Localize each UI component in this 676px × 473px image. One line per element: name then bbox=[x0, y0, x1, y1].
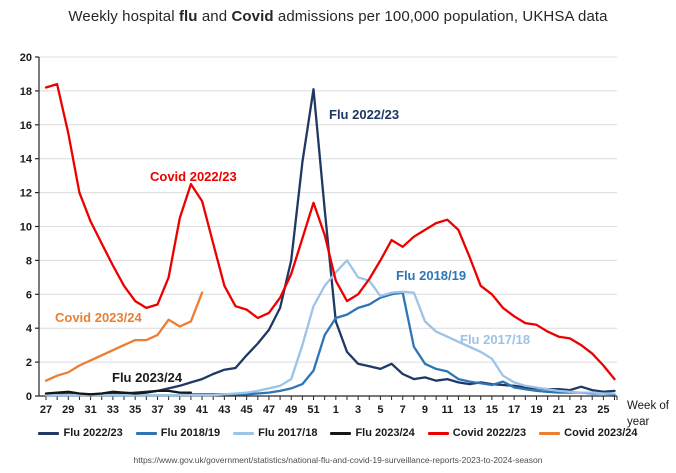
legend-label: Flu 2018/19 bbox=[160, 427, 221, 439]
annotation-covid-2022-23: Covid 2022/23 bbox=[150, 169, 237, 184]
x-axis-title-line2: year bbox=[627, 416, 650, 428]
x-axis-tick-label: 19 bbox=[530, 404, 542, 416]
legend-label: Flu 2017/18 bbox=[258, 427, 318, 439]
x-axis-tick-label: 43 bbox=[218, 404, 230, 416]
x-axis-tick-label: 5 bbox=[377, 404, 383, 416]
series-line-covid-2023-24 bbox=[44, 291, 204, 382]
annotation-flu-2023-24: Flu 2023/24 bbox=[112, 370, 183, 385]
legend-swatch-flu-2023-24 bbox=[330, 431, 352, 435]
x-axis-tick-label: 33 bbox=[107, 404, 119, 416]
x-axis-tick-label: 13 bbox=[463, 404, 475, 416]
x-axis-tick-label: 1 bbox=[333, 404, 339, 416]
legend-label: Covid 2023/24 bbox=[564, 427, 638, 439]
y-axis-tick-label: 10 bbox=[20, 222, 32, 234]
series-line-flu-2022-23 bbox=[44, 88, 616, 396]
x-axis-tick-label: 17 bbox=[508, 404, 520, 416]
x-axis-tick-label: 41 bbox=[196, 404, 208, 416]
legend-swatch-covid-2023-24 bbox=[539, 431, 561, 435]
x-axis-tick-label: 31 bbox=[84, 404, 96, 416]
x-axis-tick-label: 49 bbox=[285, 404, 297, 416]
x-axis-tick-label: 47 bbox=[263, 404, 275, 416]
legend-item-flu-2023-24: Flu 2023/24 bbox=[330, 427, 415, 439]
x-axis-tick-label: 29 bbox=[62, 404, 74, 416]
series-line-flu-2017-18 bbox=[44, 259, 616, 397]
x-axis-tick-label: 45 bbox=[241, 404, 253, 416]
y-axis-tick-label: 20 bbox=[20, 52, 32, 64]
y-axis-tick-label: 2 bbox=[26, 357, 32, 369]
annotation-flu-2017-18: Flu 2017/18 bbox=[460, 332, 530, 347]
legend-item-covid-2023-24: Covid 2023/24 bbox=[539, 427, 638, 439]
x-axis-tick-label: 39 bbox=[174, 404, 186, 416]
y-axis-tick-label: 4 bbox=[26, 323, 33, 335]
x-axis-tick-label: 7 bbox=[400, 404, 406, 416]
legend-swatch-flu-2017-18 bbox=[233, 431, 255, 435]
chart-title: Weekly hospital flu and Covid admissions… bbox=[0, 8, 676, 25]
x-axis-tick-label: 37 bbox=[151, 404, 163, 416]
y-axis-tick-label: 18 bbox=[20, 86, 32, 98]
x-axis-title: Week of year bbox=[627, 398, 676, 430]
annotation-flu-2018-19: Flu 2018/19 bbox=[396, 268, 466, 283]
y-axis-tick-label: 0 bbox=[26, 391, 32, 403]
x-axis-tick-label: 23 bbox=[575, 404, 587, 416]
source-url: https://www.gov.uk/government/statistics… bbox=[133, 455, 543, 465]
series-line-flu-2023-24 bbox=[44, 389, 193, 396]
legend-swatch-flu-2018-19 bbox=[135, 431, 157, 435]
legend-swatch-flu-2022-23 bbox=[38, 431, 60, 435]
legend-swatch-covid-2022-23 bbox=[427, 431, 449, 435]
x-axis-tick-label: 21 bbox=[553, 404, 565, 416]
x-axis-tick-label: 9 bbox=[422, 404, 428, 416]
chart-legend: Flu 2022/23 Flu 2018/19 Flu 2017/18 Flu 202… bbox=[0, 427, 676, 439]
series-line-covid-2022-23 bbox=[44, 82, 616, 381]
y-axis-tick-label: 16 bbox=[20, 120, 32, 132]
legend-label: Covid 2022/23 bbox=[452, 427, 527, 439]
y-axis-tick-label: 14 bbox=[20, 154, 33, 166]
annotation-covid-2023-24: Covid 2023/24 bbox=[55, 310, 142, 325]
chart-title-text: Weekly hospital flu and Covid admissions… bbox=[68, 8, 608, 25]
legend-item-covid-2022-23: Covid 2022/23 bbox=[427, 427, 527, 439]
legend-label: Flu 2022/23 bbox=[63, 427, 123, 439]
x-axis-tick-label: 35 bbox=[129, 404, 141, 416]
legend-item-flu-2022-23: Flu 2022/23 bbox=[38, 427, 123, 439]
x-axis-tick-label: 27 bbox=[40, 404, 52, 416]
x-axis-title-line1: Week of bbox=[627, 400, 669, 412]
x-axis-tick-label: 11 bbox=[441, 404, 453, 416]
annotation-flu-2022-23: Flu 2022/23 bbox=[329, 107, 399, 122]
legend-label: Flu 2023/24 bbox=[355, 427, 415, 439]
x-axis-tick-label: 3 bbox=[355, 404, 361, 416]
x-axis-tick-label: 25 bbox=[597, 404, 609, 416]
y-axis-tick-label: 12 bbox=[20, 188, 32, 200]
y-axis-tick-label: 6 bbox=[26, 289, 32, 301]
x-axis-tick-label: 15 bbox=[486, 404, 498, 416]
legend-item-flu-2017-18: Flu 2017/18 bbox=[233, 427, 317, 439]
y-axis-tick-label: 8 bbox=[26, 255, 32, 267]
legend-item-flu-2018-19: Flu 2018/19 bbox=[135, 427, 221, 439]
x-axis-tick-label: 51 bbox=[307, 404, 319, 416]
